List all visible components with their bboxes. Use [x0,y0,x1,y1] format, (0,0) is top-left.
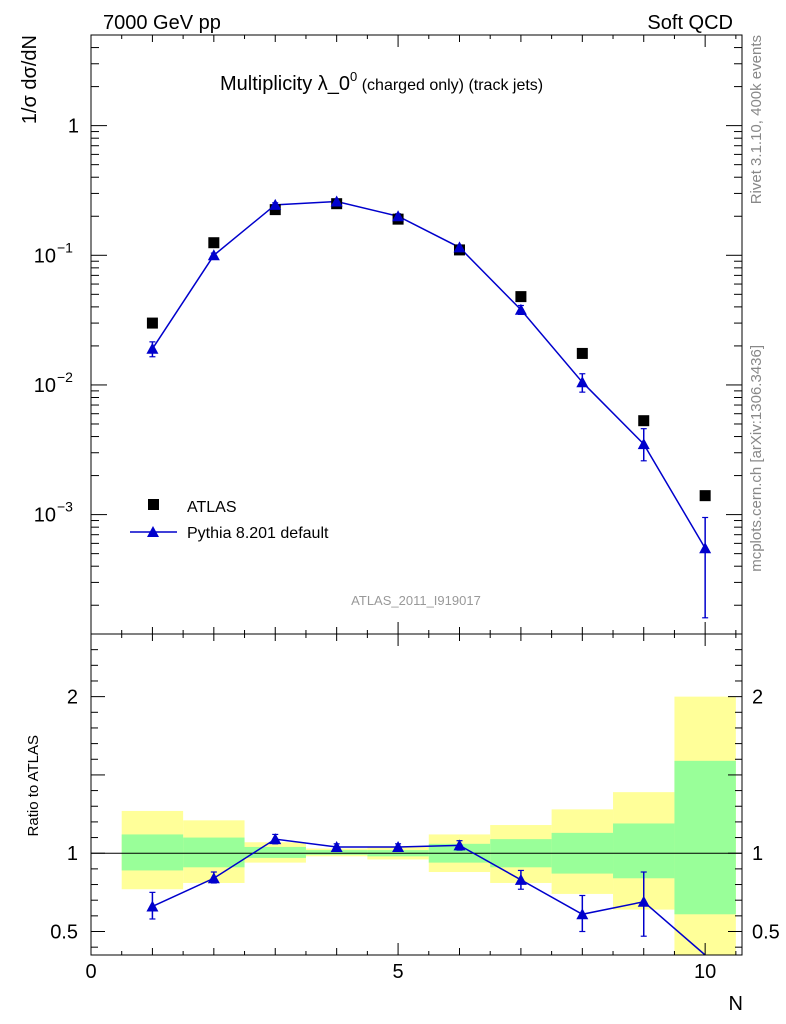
ratio-band-inner [244,846,306,858]
main-y-tick-exponent: −3 [57,499,73,515]
ratio-band-inner [305,850,368,855]
main-y-tick-exponent: −1 [57,239,73,255]
ratio-pythia-point [514,873,527,885]
main-y-tick-label: 1 [68,116,79,138]
ratio-pythia-point [269,833,282,845]
x-tick-label: 10 [694,961,716,983]
ratio-pythia-point [392,840,405,852]
main-plot-frame [90,34,743,635]
ratio-pythia-point [330,840,343,852]
plot-title: Multiplicity λ_00 (charged only) (track … [220,69,543,95]
atlas-point [208,237,220,249]
pythia-point [330,195,343,207]
legend-atlas-label: ATLAS [187,499,237,516]
main-y-axis-label: 1/σ dσ/dN [19,35,41,124]
main-y-tick-label: 10 [34,505,56,527]
ratio-y-tick-label-left: 2 [67,687,78,709]
main-y-tick-label: 10 [34,245,56,267]
ratio-y-tick-label-left: 0.5 [50,922,78,944]
ratio-pythia-point [637,895,650,907]
x-tick-label: 0 [85,961,96,983]
rivet-label: Rivet 3.1.10, 400k events [748,35,765,204]
ratio-pythia-point [576,908,589,920]
pythia-point [576,376,589,388]
pythia-point [392,210,405,222]
header-category-label: Soft QCD [647,12,733,34]
legend-pythia-marker [147,526,159,537]
analysis-id-label: ATLAS_2011_I919017 [351,593,481,608]
x-tick-label: 5 [393,961,404,983]
atlas-point [146,317,158,329]
atlas-point [699,490,711,502]
mcplots-label: mcplots.cern.ch [arXiv:1306.3436] [748,345,765,572]
pythia-point [453,241,466,253]
pythia-line [151,200,706,549]
ratio-band-inner [183,837,245,868]
ratio-band-inner [121,834,184,871]
ratio-y-axis-label: Ratio to ATLAS [25,735,42,836]
pythia-point [207,249,220,261]
ratio-pythia-point [146,900,159,912]
pythia-point [514,303,527,315]
pythia-point [699,542,712,554]
pythia-point [269,198,282,210]
atlas-point [638,415,650,427]
x-axis-label: N [729,993,743,1015]
main-y-tick-exponent: −2 [57,369,73,385]
atlas-point [515,291,527,303]
legend-pythia-label: Pythia 8.201 default [187,525,329,542]
legend-atlas-marker [148,499,159,510]
main-y-tick-label: 10 [34,375,56,397]
ratio-y-tick-label-right: 2 [752,687,763,709]
ratio-pythia-point [453,839,466,851]
header-energy-label: 7000 GeV pp [103,12,221,34]
pythia-point [637,438,650,450]
ratio-y-tick-label-left: 1 [67,843,78,865]
ratio-pythia-line [152,838,706,956]
atlas-point [576,347,588,359]
pythia-point [146,342,159,354]
ratio-y-tick-label-right: 1 [752,843,763,865]
ratio-band-inner [674,760,736,915]
ratio-pythia-point [207,872,220,884]
ratio-plot-content [91,833,742,956]
ratio-band-inner [613,823,675,879]
ratio-y-tick-label-right: 0.5 [752,922,780,944]
main-plot-content [146,195,712,619]
ratio-plot-frame [90,633,743,956]
